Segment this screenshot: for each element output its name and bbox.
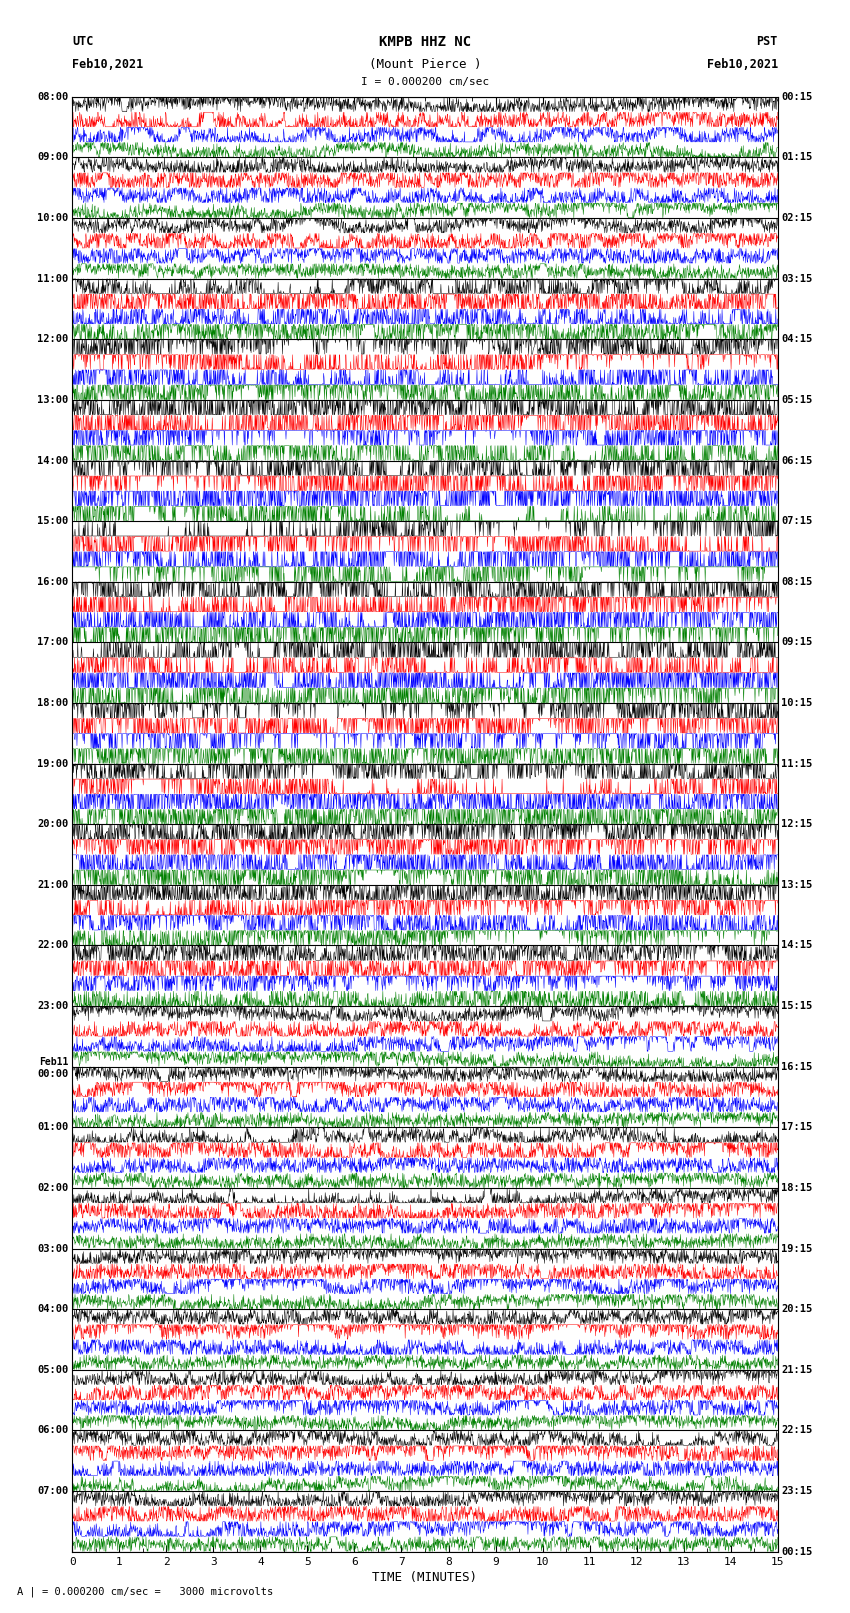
Text: 05:15: 05:15 (781, 395, 813, 405)
Text: 11:15: 11:15 (781, 758, 813, 769)
Text: KMPB HHZ NC: KMPB HHZ NC (379, 35, 471, 50)
Text: 18:00: 18:00 (37, 698, 69, 708)
Text: 04:15: 04:15 (781, 334, 813, 344)
Text: 19:00: 19:00 (37, 758, 69, 769)
Text: PST: PST (756, 35, 778, 48)
Text: 17:00: 17:00 (37, 637, 69, 647)
Text: I = 0.000200 cm/sec: I = 0.000200 cm/sec (361, 77, 489, 87)
Text: 13:15: 13:15 (781, 879, 813, 890)
Text: 23:00: 23:00 (37, 1002, 69, 1011)
Text: 09:00: 09:00 (37, 152, 69, 163)
Text: 19:15: 19:15 (781, 1244, 813, 1253)
Text: 07:15: 07:15 (781, 516, 813, 526)
Text: 01:00: 01:00 (37, 1123, 69, 1132)
Text: Feb10,2021: Feb10,2021 (706, 58, 778, 71)
Text: 00:00: 00:00 (37, 1069, 69, 1079)
Text: Feb11: Feb11 (39, 1057, 69, 1066)
Text: 09:15: 09:15 (781, 637, 813, 647)
Text: 10:15: 10:15 (781, 698, 813, 708)
Text: 22:15: 22:15 (781, 1426, 813, 1436)
Text: Feb10,2021: Feb10,2021 (72, 58, 144, 71)
Text: 00:15: 00:15 (781, 92, 813, 102)
Text: 11:00: 11:00 (37, 274, 69, 284)
Text: UTC: UTC (72, 35, 94, 48)
Text: 16:15: 16:15 (781, 1061, 813, 1071)
Text: 21:15: 21:15 (781, 1365, 813, 1374)
Text: 10:00: 10:00 (37, 213, 69, 223)
Text: 02:00: 02:00 (37, 1182, 69, 1194)
Text: 20:00: 20:00 (37, 819, 69, 829)
Text: 14:15: 14:15 (781, 940, 813, 950)
Text: 12:00: 12:00 (37, 334, 69, 344)
Text: 06:00: 06:00 (37, 1426, 69, 1436)
Text: 16:00: 16:00 (37, 577, 69, 587)
Text: 18:15: 18:15 (781, 1182, 813, 1194)
Text: 06:15: 06:15 (781, 455, 813, 466)
Text: 00:15: 00:15 (781, 1547, 813, 1557)
Text: 23:15: 23:15 (781, 1486, 813, 1497)
Text: 22:00: 22:00 (37, 940, 69, 950)
Text: 05:00: 05:00 (37, 1365, 69, 1374)
Text: 08:15: 08:15 (781, 577, 813, 587)
Text: 21:00: 21:00 (37, 879, 69, 890)
Text: A | = 0.000200 cm/sec =   3000 microvolts: A | = 0.000200 cm/sec = 3000 microvolts (17, 1586, 273, 1597)
Text: 13:00: 13:00 (37, 395, 69, 405)
Text: 12:15: 12:15 (781, 819, 813, 829)
Text: 15:15: 15:15 (781, 1002, 813, 1011)
Text: 01:15: 01:15 (781, 152, 813, 163)
Text: 15:00: 15:00 (37, 516, 69, 526)
Text: 04:00: 04:00 (37, 1305, 69, 1315)
Text: 14:00: 14:00 (37, 455, 69, 466)
Text: 02:15: 02:15 (781, 213, 813, 223)
Text: 03:00: 03:00 (37, 1244, 69, 1253)
Text: 03:15: 03:15 (781, 274, 813, 284)
Text: 07:00: 07:00 (37, 1486, 69, 1497)
Text: (Mount Pierce ): (Mount Pierce ) (369, 58, 481, 71)
Text: 20:15: 20:15 (781, 1305, 813, 1315)
Text: 08:00: 08:00 (37, 92, 69, 102)
Text: 17:15: 17:15 (781, 1123, 813, 1132)
X-axis label: TIME (MINUTES): TIME (MINUTES) (372, 1571, 478, 1584)
